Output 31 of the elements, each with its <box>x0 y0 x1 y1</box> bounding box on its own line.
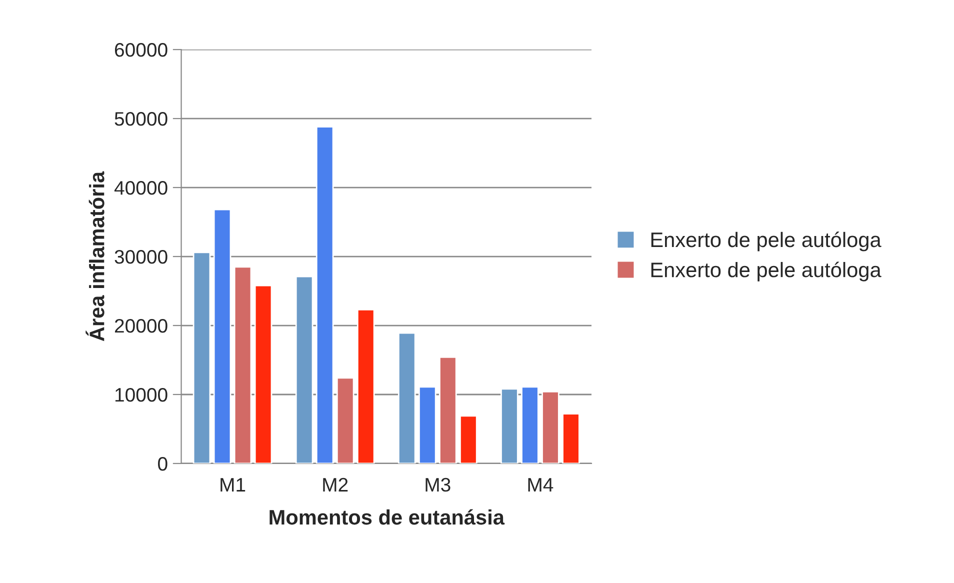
legend-label: Enxerto de pele autóloga <box>651 232 882 252</box>
bar <box>254 284 272 464</box>
x-axis-title: Momentos de eutanásia <box>270 509 505 525</box>
y-tick-label: 0 <box>158 456 168 471</box>
bar <box>336 377 354 464</box>
x-tick-label: M4 <box>528 478 554 492</box>
bar <box>192 252 211 464</box>
y-tick-label: 50000 <box>114 112 168 126</box>
y-tick-label: 30000 <box>114 250 168 264</box>
bar <box>295 276 314 464</box>
bar <box>542 391 560 464</box>
bar <box>356 308 375 464</box>
x-tick-label: M1 <box>220 478 246 492</box>
bar <box>460 415 478 464</box>
x-tick-label: M2 <box>323 478 348 492</box>
bar <box>418 386 436 464</box>
bar <box>521 386 539 464</box>
y-axis-title: Área inflamatória <box>86 171 104 342</box>
bar <box>398 332 416 464</box>
y-tick-label: 60000 <box>114 43 168 57</box>
x-tick-label: M3 <box>426 478 450 492</box>
bar <box>213 208 232 464</box>
bar <box>439 356 457 464</box>
y-tick-label: 40000 <box>114 181 168 195</box>
bar <box>234 266 252 464</box>
bar <box>316 126 334 464</box>
y-tick-label: 10000 <box>115 388 168 402</box>
bar <box>500 388 518 464</box>
bar <box>562 413 580 464</box>
legend-label: Enxerto de pele autóloga <box>651 262 882 282</box>
y-tick-label: 20000 <box>114 318 168 333</box>
